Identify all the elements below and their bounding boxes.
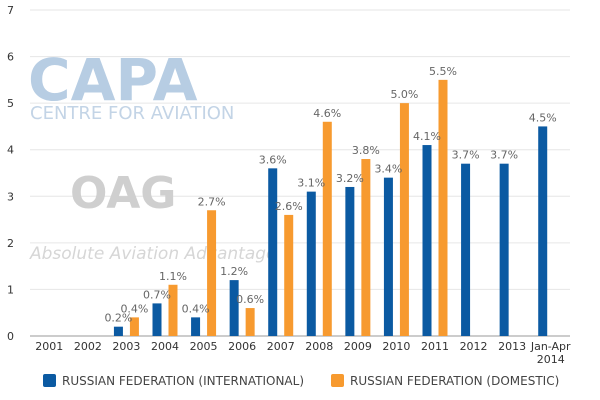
- x-tick-label: 2011: [421, 340, 449, 353]
- x-tick-label: 2002: [74, 340, 102, 353]
- data-label: 3.6%: [259, 153, 287, 166]
- y-tick-label: 3: [7, 190, 14, 203]
- legend-swatch-domestic: [331, 374, 344, 387]
- bar-international: [113, 326, 123, 336]
- data-label: 0.7%: [143, 288, 171, 301]
- x-tick-label: 2001: [35, 340, 63, 353]
- data-label: 1.1%: [159, 270, 187, 283]
- bar-domestic: [245, 308, 255, 336]
- legend-label-international: RUSSIAN FEDERATION (INTERNATIONAL): [62, 374, 304, 388]
- x-tick-label: 2006: [228, 340, 256, 353]
- bar-international: [152, 303, 162, 336]
- bar-international: [345, 186, 355, 336]
- y-axis: 0 1 2 3 4 5 6 7: [7, 4, 14, 343]
- bar-domestic: [129, 317, 139, 336]
- bar-international: [306, 191, 316, 336]
- bar-international: [383, 177, 393, 336]
- y-tick-label: 4: [7, 144, 14, 157]
- data-label: 2.6%: [275, 200, 303, 213]
- bar-international: [229, 280, 239, 336]
- bar-international: [461, 163, 471, 336]
- legend: RUSSIAN FEDERATION (INTERNATIONAL) RUSSIA…: [43, 374, 559, 388]
- bar-domestic: [361, 159, 371, 336]
- data-labels-layer: 0.2%0.4%0.7%1.1%0.4%2.7%1.2%0.6%3.6%2.6%…: [104, 65, 556, 325]
- x-tick-label: 2007: [267, 340, 295, 353]
- bar-international: [268, 168, 278, 336]
- x-tick-label: 2008: [305, 340, 333, 353]
- bar-international: [422, 145, 432, 336]
- bar-domestic: [438, 79, 448, 336]
- y-tick-label: 0: [7, 330, 14, 343]
- data-label: 3.7%: [452, 149, 480, 162]
- y-tick-label: 7: [7, 4, 14, 17]
- capa-watermark-subtitle: CENTRE FOR AVIATION: [30, 103, 234, 124]
- data-label: 0.6%: [236, 293, 264, 306]
- x-tick-label: 2012: [460, 340, 488, 353]
- grid-layer: [30, 9, 570, 337]
- bar-international: [191, 317, 201, 336]
- data-label: 0.2%: [104, 312, 132, 325]
- data-label: 3.7%: [490, 149, 518, 162]
- legend-swatch-international: [43, 374, 56, 387]
- x-axis: 2001 2002 2003 2004 2005 2006 2007 2008 2009 2010…: [35, 340, 571, 366]
- x-tick-label: Jan-Apr 2014: [530, 340, 571, 366]
- x-tick-label: 2009: [344, 340, 372, 353]
- data-label: 4.6%: [313, 107, 341, 120]
- bar-domestic: [284, 214, 294, 336]
- data-label: 0.4%: [182, 302, 210, 315]
- capa-watermark: CAPA: [28, 46, 198, 114]
- y-tick-label: 2: [7, 237, 14, 250]
- x-tick-label: 2003: [112, 340, 140, 353]
- bar-domestic: [207, 210, 217, 336]
- data-label: 4.1%: [413, 130, 441, 143]
- x-tick-label: 2005: [190, 340, 218, 353]
- y-tick-label: 1: [7, 283, 14, 296]
- bars-layer: [113, 79, 548, 337]
- data-label: 5.5%: [429, 65, 457, 78]
- legend-label-domestic: RUSSIAN FEDERATION (DOMESTIC): [350, 374, 559, 388]
- x-tick-label: 2013: [498, 340, 526, 353]
- data-label: 3.2%: [336, 172, 364, 185]
- bar-domestic: [399, 103, 409, 337]
- data-label: 3.4%: [374, 163, 402, 176]
- oag-watermark: OAG: [70, 168, 176, 219]
- data-label: 3.8%: [352, 144, 380, 157]
- oag-watermark-subtitle: Absolute Aviation Advantage: [29, 244, 277, 264]
- data-label: 0.4%: [120, 302, 148, 315]
- bar-international: [538, 126, 548, 336]
- y-tick-label: 6: [7, 51, 14, 64]
- data-label: 1.2%: [220, 265, 248, 278]
- bar-domestic: [168, 284, 178, 336]
- y-tick-label: 5: [7, 97, 14, 110]
- x-tick-label: 2004: [151, 340, 179, 353]
- data-label: 3.1%: [297, 177, 325, 190]
- data-label: 4.5%: [529, 111, 557, 124]
- watermark-layer: CAPA CENTRE FOR AVIATION OAG Absolute Av…: [28, 46, 277, 264]
- bar-domestic: [322, 121, 332, 337]
- x-tick-label: 2010: [382, 340, 410, 353]
- data-label: 2.7%: [198, 195, 226, 208]
- data-label: 5.0%: [390, 88, 418, 101]
- bar-international: [499, 163, 509, 336]
